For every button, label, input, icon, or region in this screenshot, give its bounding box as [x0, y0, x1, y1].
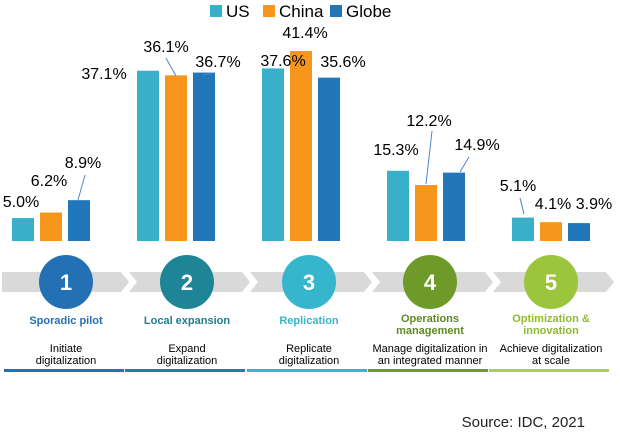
data-label-china-5: 4.1% [535, 196, 571, 213]
data-labels: 5.0% 37.1% 37.6% 15.3% 5.1% 6.2% 36.1% 41.4% 12.… [3, 25, 612, 215]
stage-number-5: 5 [545, 270, 557, 295]
stage-description-5: Achieve digitalization [500, 343, 603, 355]
stage-name-4: Operations [401, 313, 459, 325]
stage-number-3: 3 [303, 270, 315, 295]
data-label-globe-4: 14.9% [454, 137, 499, 154]
data-label-globe-1: 8.9% [65, 155, 101, 172]
legend-swatch-us [210, 5, 222, 17]
stage-description-5: at scale [532, 355, 570, 367]
stage-number-1: 1 [60, 270, 72, 295]
data-label-us-4: 15.3% [373, 142, 418, 159]
stage-description-3: digitalization [279, 355, 340, 367]
bar-china-3 [290, 51, 312, 241]
bar-us-1 [12, 218, 34, 241]
leader-line [202, 72, 213, 76]
stage-circle-4 [403, 255, 457, 309]
stage-underline-4 [368, 369, 488, 372]
bar-china-4 [415, 185, 437, 241]
bar-groups [12, 51, 590, 242]
bar-us-2 [137, 70, 159, 241]
stage-underline-3 [247, 369, 367, 372]
bar-globe-5 [568, 223, 590, 241]
stage-description-4: an integrated manner [378, 355, 483, 367]
leader-line [165, 57, 177, 77]
legend-label-us: US [226, 2, 250, 21]
stage-description-4: Manage digitalization in [373, 343, 488, 355]
stage-name-5: Optimization & [512, 313, 590, 325]
bar-china-2 [165, 75, 187, 241]
bar-globe-2 [193, 72, 215, 242]
bar-us-4 [387, 170, 409, 241]
data-label-us-1: 5.0% [3, 194, 39, 211]
stage-name-3: Replication [279, 315, 339, 327]
stage-description-2: digitalization [157, 355, 218, 367]
bar-globe-1 [68, 200, 90, 241]
stage-name-2: Local expansion [144, 315, 230, 327]
stage-name-4: management [396, 325, 464, 337]
stage-underline-2 [125, 369, 245, 372]
legend-label-globe: Globe [346, 2, 391, 21]
legend-label-china: China [279, 2, 324, 21]
leader-line [519, 197, 525, 215]
legend: US China Globe [210, 2, 391, 21]
bar-globe-3 [318, 77, 340, 242]
data-label-globe-5: 3.9% [576, 196, 612, 213]
stage-description-1: Initiate [50, 343, 82, 355]
stage-name-1: Sporadic pilot [29, 315, 103, 327]
bar-us-3 [262, 68, 284, 242]
stage-number-4: 4 [424, 270, 437, 295]
leader-line [459, 156, 470, 173]
data-label-china-4: 12.2% [406, 113, 451, 130]
leader-line [77, 174, 86, 201]
stage-description-3: Replicate [286, 343, 332, 355]
data-label-globe-2: 36.7% [195, 54, 240, 71]
bar-china-5 [540, 222, 562, 241]
data-label-china-1: 6.2% [31, 173, 67, 190]
stage-number-2: 2 [181, 270, 193, 295]
leader-line [425, 130, 433, 185]
stage-name-5: innovation [523, 325, 579, 337]
data-label-us-5: 5.1% [500, 178, 536, 195]
stage-underline-1 [4, 369, 124, 372]
data-label-china-3: 41.4% [282, 25, 327, 42]
legend-swatch-china [263, 5, 275, 17]
stage-circle-3 [282, 255, 336, 309]
data-label-globe-3: 35.6% [320, 54, 365, 71]
bar-china-1 [40, 212, 62, 241]
data-label-us-2: 37.1% [81, 66, 126, 83]
bar-globe-4 [443, 172, 465, 241]
data-label-china-2: 36.1% [143, 39, 188, 56]
stage-circle-5 [524, 255, 578, 309]
stage-description-2: Expand [168, 343, 205, 355]
stage-circle-2 [160, 255, 214, 309]
legend-swatch-globe [330, 5, 342, 17]
bar-us-5 [512, 217, 534, 241]
stage-description-1: digitalization [36, 355, 97, 367]
source-note: Source: IDC, 2021 [462, 414, 585, 431]
data-label-us-3: 37.6% [260, 53, 305, 70]
stage-circle-1 [39, 255, 93, 309]
stage-underline-5 [489, 369, 609, 372]
